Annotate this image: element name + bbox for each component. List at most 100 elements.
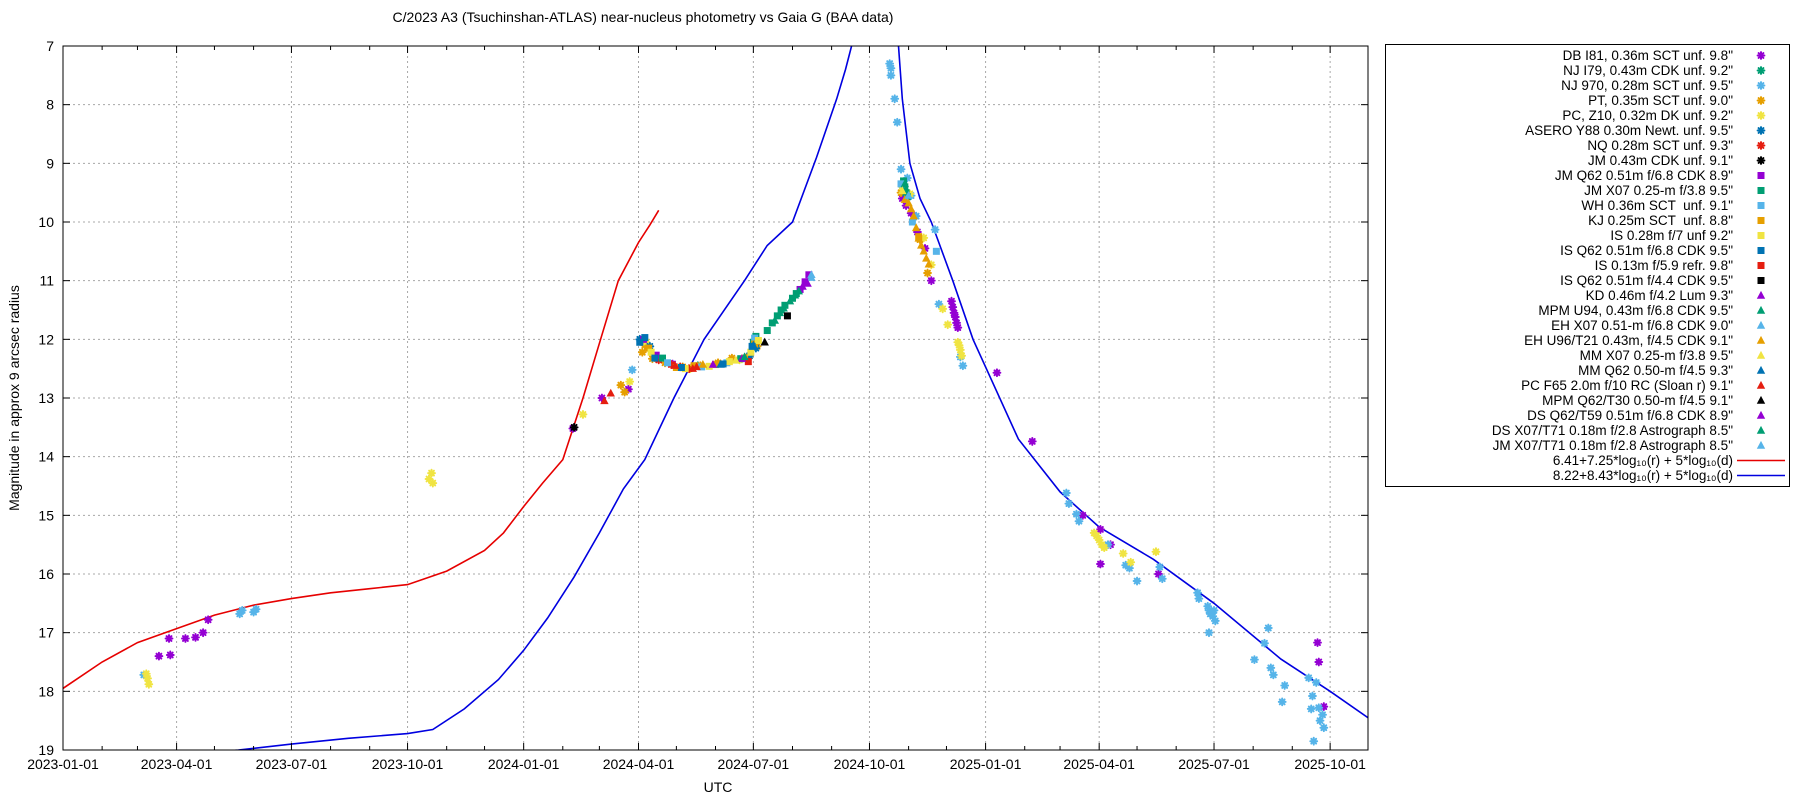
legend-entry: PC F65 2.0m f/10 RC (Sloan r) 9.1" — [1386, 378, 1789, 393]
legend-entry-label: EH X07 0.51-m f/6.8 CDK 9.0" — [1551, 318, 1733, 333]
legend-entry-label: KJ 0.25m SCT unf. 8.8" — [1588, 213, 1733, 228]
legend-entry-label: 8.22+8.43*log₁₀(r) + 5*log₁₀(d) — [1552, 468, 1733, 483]
series — [770, 179, 910, 324]
y-tick-label: 18 — [38, 683, 54, 699]
model-curve-red — [63, 209, 660, 690]
model-curves — [63, 46, 1368, 750]
legend-entry: PC, Z10, 0.32m DK unf. 9.2" — [1386, 108, 1789, 123]
x-tick-label: 2025-04-01 — [1063, 756, 1135, 772]
triangle-marker-icon — [1733, 348, 1789, 363]
legend-entry-label: DB I81, 0.36m SCT unf. 9.8" — [1562, 48, 1733, 63]
series — [807, 191, 913, 278]
legend-entry: JM Q62 0.51m f/6.8 CDK 8.9" — [1386, 168, 1789, 183]
triangle-marker-icon — [1733, 303, 1789, 318]
legend-entry: 8.22+8.43*log₁₀(r) + 5*log₁₀(d) — [1386, 468, 1789, 483]
y-tick-label: 17 — [38, 625, 54, 641]
y-tick-label: 11 — [39, 273, 54, 289]
triangle-marker-icon — [1733, 393, 1789, 408]
tick-labels: 2023-01-01 2023-04-01 2023-07-01 2023-10-01… — [27, 38, 1366, 772]
legend-entry-label: IS 0.28m f/7 unf 9.2" — [1610, 228, 1733, 243]
star-marker-icon — [1733, 123, 1789, 138]
series — [740, 286, 803, 361]
chart-title: C/2023 A3 (Tsuchinshan-ATLAS) near-nucle… — [392, 9, 894, 25]
square-marker-icon — [1733, 183, 1789, 198]
y-tick-label: 16 — [38, 566, 54, 582]
legend-entry: IS Q62 0.51m f/6.8 CDK 9.5" — [1386, 243, 1789, 258]
legend-entry-label: PC F65 2.0m f/10 RC (Sloan r) 9.1" — [1521, 378, 1733, 393]
series — [647, 337, 762, 373]
legend-entry: 6.41+7.25*log₁₀(r) + 5*log₁₀(d) — [1386, 453, 1789, 468]
legend-entry: WH 0.36m SCT unf. 9.1" — [1386, 198, 1789, 213]
series — [698, 195, 933, 368]
star-marker-icon — [1733, 108, 1789, 123]
legend-entry-label: ASERO Y88 0.30m Newt. unf. 9.5" — [1525, 123, 1733, 138]
square-marker-icon — [1733, 228, 1789, 243]
series — [141, 182, 1161, 689]
triangle-marker-icon — [1733, 408, 1789, 423]
legend-entry-label: JM Q62 0.51m f/6.8 CDK 8.9" — [1554, 168, 1733, 183]
series — [760, 337, 769, 346]
series — [664, 180, 940, 371]
x-tick-label: 2023-10-01 — [372, 756, 444, 772]
legend-entry: EH U96/T21 0.43m, f/4.5 CDK 9.1" — [1386, 333, 1789, 348]
series — [716, 340, 758, 368]
square-marker-icon — [1733, 213, 1789, 228]
y-tick-label: 14 — [38, 449, 54, 465]
legend-entry-label: JM 0.43m CDK unf. 9.1" — [1587, 153, 1733, 168]
x-axis-label: UTC — [703, 779, 733, 795]
legend-entry-label: DS Q62/T59 0.51m f/6.8 CDK 8.9" — [1527, 408, 1733, 423]
legend-entry: DS Q62/T59 0.51m f/6.8 CDK 8.9" — [1386, 408, 1789, 423]
legend-entry: JM X07/T71 0.18m f/2.8 Astrograph 8.5" — [1386, 438, 1789, 453]
legend-entry-label: NQ 0.28m SCT unf. 9.3" — [1587, 138, 1733, 153]
legend-entry: MPM Q62/T30 0.50-m f/4.5 9.1" — [1386, 393, 1789, 408]
legend-box: DB I81, 0.36m SCT unf. 9.8" NJ I79, 0.43m… — [1385, 44, 1790, 487]
legend-entry-label: NJ I79, 0.43m CDK unf. 9.2" — [1563, 63, 1733, 78]
legend-entry: EH X07 0.51-m f/6.8 CDK 9.0" — [1386, 318, 1789, 333]
square-marker-icon — [1733, 243, 1789, 258]
gridlines — [63, 46, 1368, 750]
data-points — [139, 59, 1329, 746]
legend-entry: JM X07 0.25-m f/3.8 9.5" — [1386, 183, 1789, 198]
legend-entry-label: MM X07 0.25-m f/3.8 9.5" — [1579, 348, 1733, 363]
series — [798, 279, 812, 290]
legend-entry-label: MPM U94, 0.43m f/6.8 CDK 9.5" — [1538, 303, 1733, 318]
star-marker-icon — [1733, 78, 1789, 93]
legend-entry: DS X07/T71 0.18m f/2.8 Astrograph 8.5" — [1386, 423, 1789, 438]
legend-entry: KJ 0.25m SCT unf. 8.8" — [1386, 213, 1789, 228]
legend-entry: KD 0.46m f/4.2 Lum 9.3" — [1386, 288, 1789, 303]
legend-entry: IS 0.28m f/7 unf 9.2" — [1386, 228, 1789, 243]
triangle-marker-icon — [1733, 423, 1789, 438]
legend-entry: PT, 0.35m SCT unf. 9.0" — [1386, 93, 1789, 108]
triangle-marker-icon — [1733, 363, 1789, 378]
legend-entry: DB I81, 0.36m SCT unf. 9.8" — [1386, 48, 1789, 63]
legend-entry-label: 6.41+7.25*log₁₀(r) + 5*log₁₀(d) — [1552, 453, 1733, 468]
legend-entry-label: MPM Q62/T30 0.50-m f/4.5 9.1" — [1542, 393, 1733, 408]
legend-entry: NQ 0.28m SCT unf. 9.3" — [1386, 138, 1789, 153]
x-tick-label: 2023-04-01 — [141, 756, 213, 772]
legend-entry-label: NJ 970, 0.28m SCT unf. 9.5" — [1561, 78, 1733, 93]
series — [744, 358, 752, 366]
x-tick-label: 2023-07-01 — [256, 756, 328, 772]
legend-entry: MPM U94, 0.43m f/6.8 CDK 9.5" — [1386, 303, 1789, 318]
y-tick-label: 13 — [38, 390, 54, 406]
square-marker-icon — [1733, 168, 1789, 183]
triangle-marker-icon — [1733, 288, 1789, 303]
series — [154, 194, 1329, 711]
legend-entry: IS 0.13m f/5.9 refr. 9.8" — [1386, 258, 1789, 273]
series — [731, 186, 907, 364]
legend-entry-label: DS X07/T71 0.18m f/2.8 Astrograph 8.5" — [1491, 423, 1733, 438]
star-marker-icon — [1733, 63, 1789, 78]
legend-entry-label: IS Q62 0.51m f/6.8 CDK 9.5" — [1560, 243, 1733, 258]
triangle-marker-icon — [1733, 333, 1789, 348]
star-marker-icon — [1733, 93, 1789, 108]
series — [650, 183, 908, 371]
triangle-marker-icon — [1733, 378, 1789, 393]
y-tick-label: 19 — [38, 742, 54, 758]
legend-entry-label: PC, Z10, 0.32m DK unf. 9.2" — [1562, 108, 1733, 123]
star-marker-icon — [1733, 48, 1789, 63]
series — [783, 312, 791, 320]
series — [807, 195, 911, 281]
triangle-marker-icon — [1733, 318, 1789, 333]
